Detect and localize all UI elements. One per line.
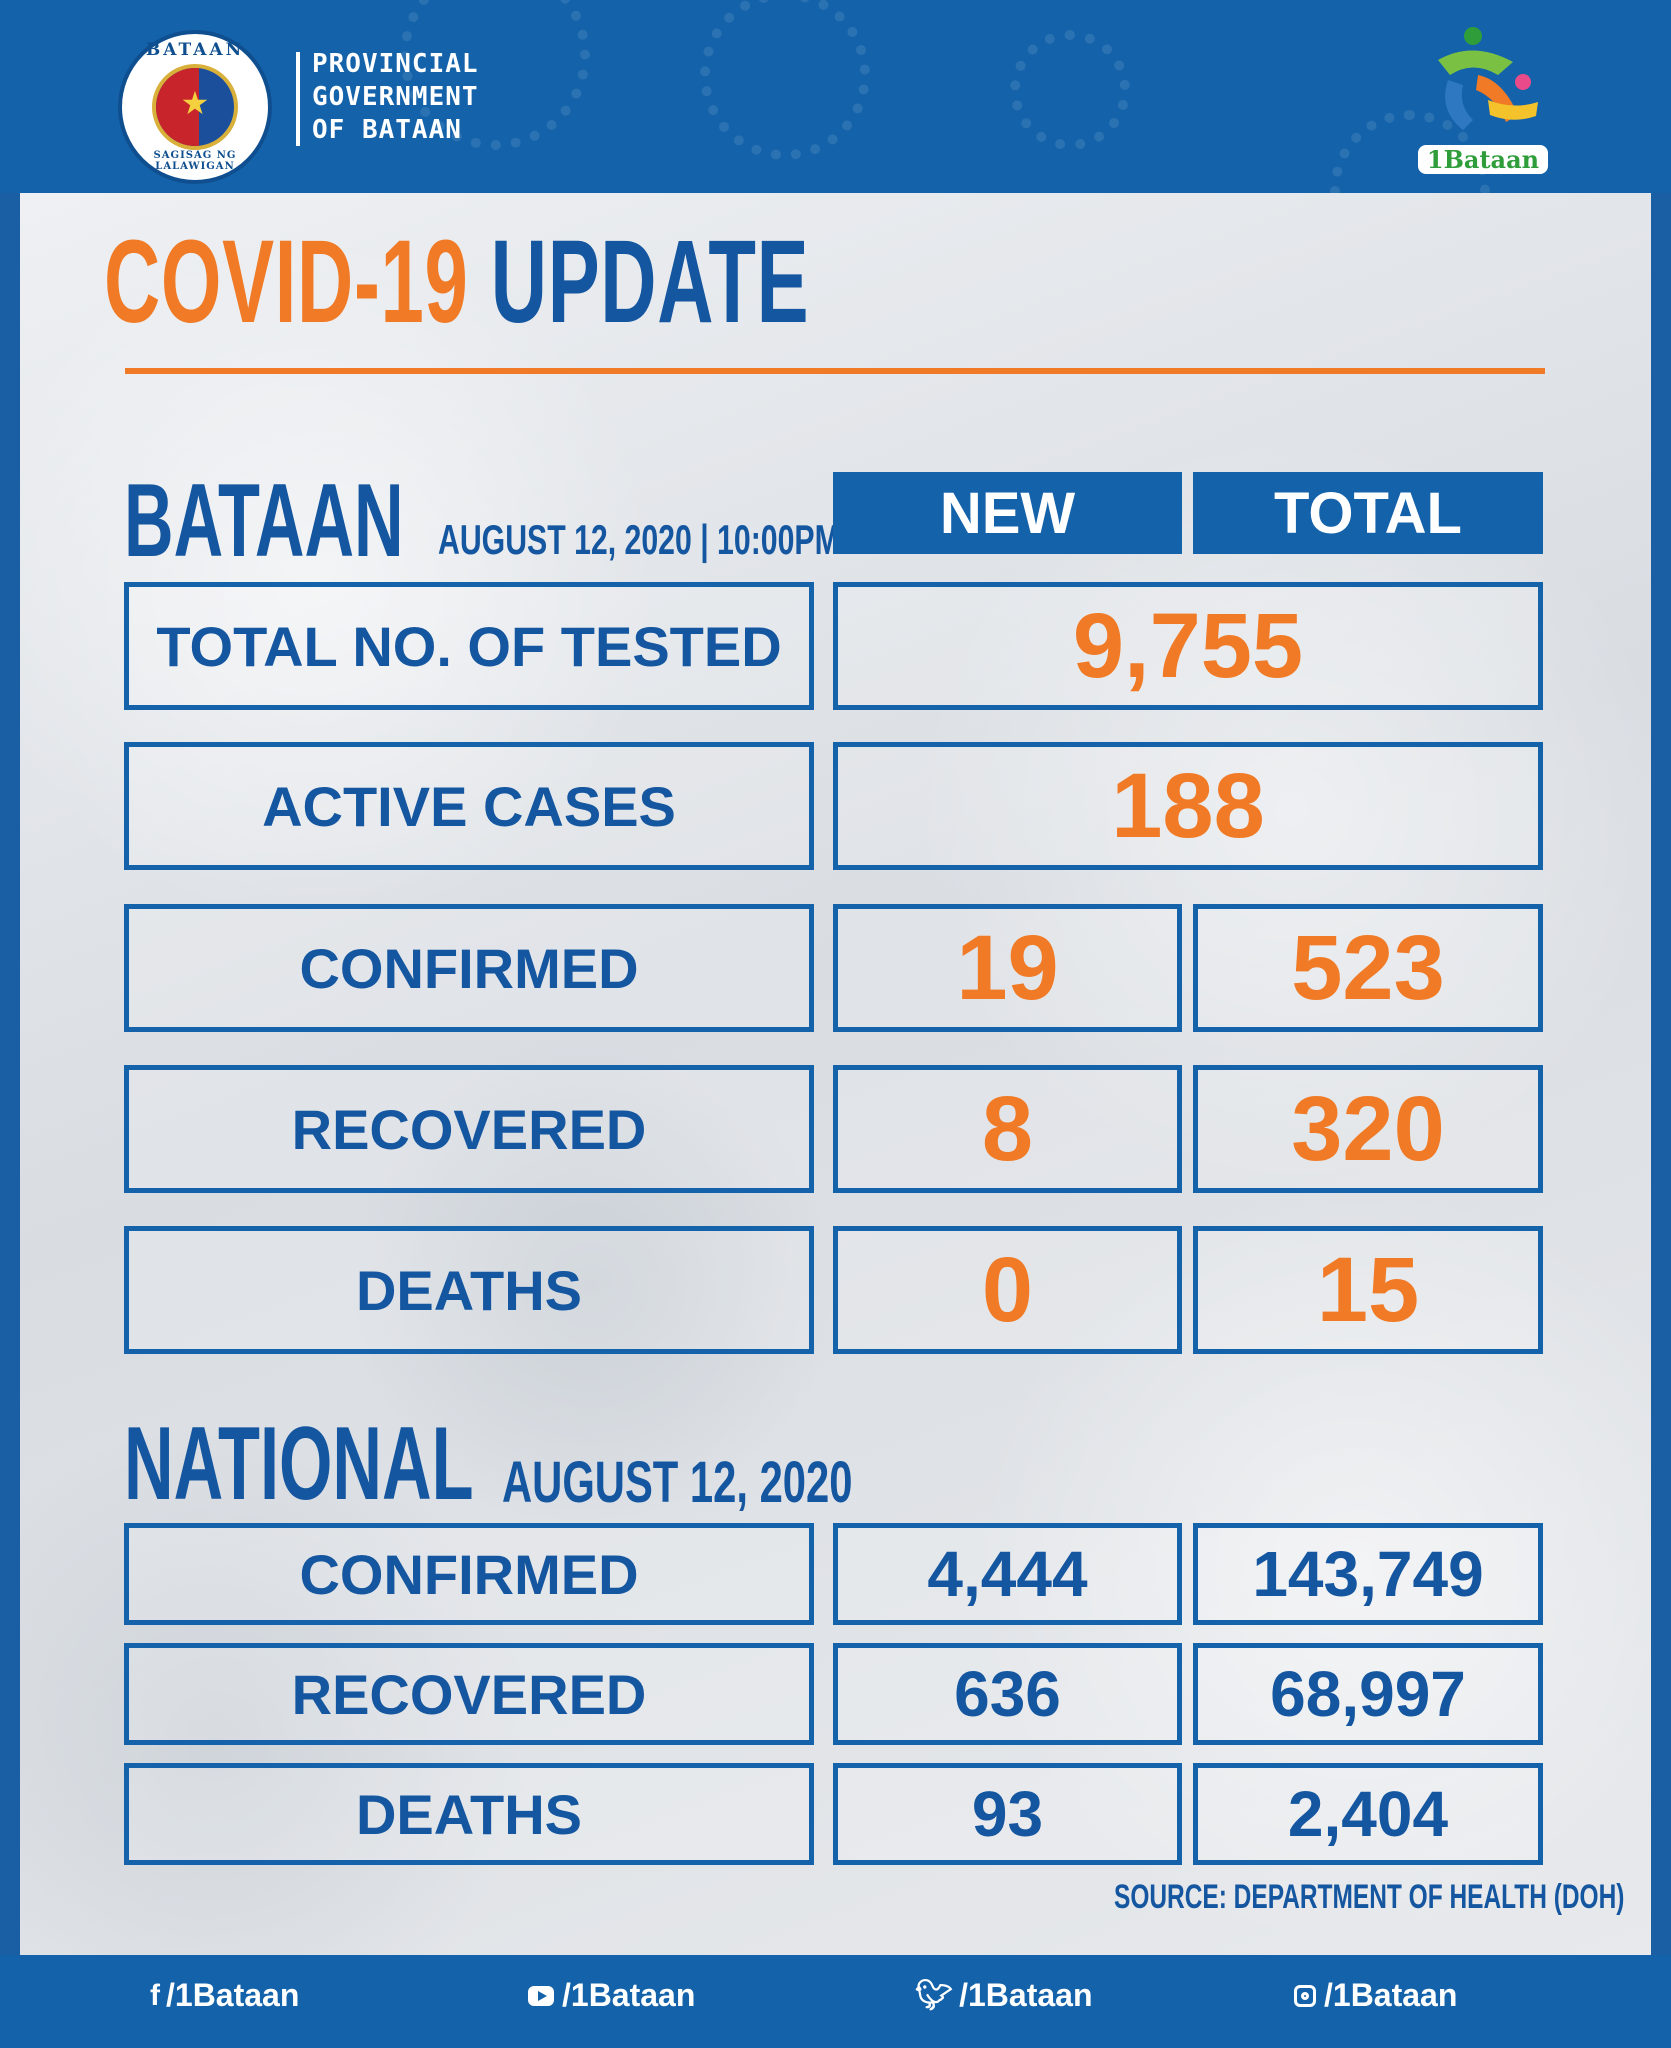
active-label: ACTIVE CASES <box>262 774 676 838</box>
twitter-icon: 🐦︎ <box>915 1979 954 2012</box>
virus-decoration-icon <box>700 0 870 160</box>
gov-line-2: GOVERNMENT <box>312 82 479 112</box>
bataan-confirmed-label: CONFIRMED <box>299 936 639 1000</box>
national-recovered-new-box: 636 <box>833 1643 1182 1745</box>
twitter-handle: /1Bataan <box>959 1977 1093 2013</box>
title-update: UPDATE <box>490 216 810 348</box>
facebook-link[interactable]: f /1Bataan <box>150 1977 299 2014</box>
virus-decoration-icon <box>1010 30 1130 150</box>
facebook-handle: /1Bataan <box>166 1977 300 2013</box>
instagram-link[interactable]: /1Bataan <box>1294 1977 1457 2014</box>
brand-figures-icon <box>1438 27 1538 130</box>
header-banner: BATAAN ★ SAGISAG NG LALAWIGAN PROVINCIAL… <box>0 0 1671 193</box>
gov-line-3: OF BATAAN <box>312 115 462 145</box>
bataan-confirmed-new-box: 19 <box>833 904 1182 1032</box>
national-recovered-new: 636 <box>954 1658 1061 1730</box>
national-recovered-total-box: 68,997 <box>1193 1643 1543 1745</box>
tested-value: 9,755 <box>1072 594 1304 697</box>
facebook-icon: f <box>150 1978 160 2012</box>
national-deaths-new-box: 93 <box>833 1763 1182 1865</box>
seal-emblem: ★ <box>152 64 238 150</box>
provincial-government-label: PROVINCIAL GOVERNMENT OF BATAAN <box>312 48 479 147</box>
national-heading: NATIONAL <box>124 1406 474 1522</box>
tested-value-box: 9,755 <box>833 582 1543 710</box>
bataan-deaths-new-box: 0 <box>833 1226 1182 1354</box>
active-label-box: ACTIVE CASES <box>124 742 814 870</box>
column-header-new-label: NEW <box>939 480 1076 546</box>
bataan-deaths-label: DEATHS <box>355 1258 583 1322</box>
active-value-box: 188 <box>833 742 1543 870</box>
national-date: AUGUST 12, 2020 <box>502 1450 853 1515</box>
national-deaths-total-box: 2,404 <box>1193 1763 1543 1865</box>
tested-label-box: TOTAL NO. OF TESTED <box>124 582 814 710</box>
bataan-confirmed-total: 523 <box>1291 916 1445 1019</box>
active-value: 188 <box>1111 754 1265 857</box>
virus-decoration-icon <box>400 0 590 150</box>
star-icon: ★ <box>180 85 210 121</box>
bataan-deaths-total: 15 <box>1316 1238 1420 1341</box>
footer-bar: f /1Bataan /1Bataan 🐦︎ /1Bataan /1Bataan <box>0 1955 1671 2048</box>
column-header-new: NEW <box>833 472 1182 554</box>
bataan-confirmed-total-box: 523 <box>1193 904 1543 1032</box>
bataan-deaths-total-box: 15 <box>1193 1226 1543 1354</box>
youtube-handle: /1Bataan <box>562 1977 696 2013</box>
bataan-confirmed-label-box: CONFIRMED <box>124 904 814 1032</box>
instagram-icon <box>1294 1984 1316 2007</box>
youtube-link[interactable]: /1Bataan <box>528 1977 695 2014</box>
bataan-confirmed-new: 19 <box>956 916 1059 1019</box>
bataan-deaths-new: 0 <box>981 1238 1034 1341</box>
bataan-recovered-new-box: 8 <box>833 1065 1182 1193</box>
instagram-handle: /1Bataan <box>1324 1977 1458 2013</box>
source-note: SOURCE: DEPARTMENT OF HEALTH (DOH) <box>1114 1878 1625 1916</box>
header-divider <box>296 52 300 146</box>
bataan-date: AUGUST 12, 2020 | 10:00PM <box>438 516 840 563</box>
youtube-icon <box>528 1985 554 2006</box>
1bataan-logo: 1Bataan <box>1418 20 1548 180</box>
tested-label: TOTAL NO. OF TESTED <box>156 614 782 678</box>
column-header-total: TOTAL <box>1193 472 1543 554</box>
twitter-link[interactable]: 🐦︎ /1Bataan <box>915 1977 1092 2014</box>
national-confirmed-new: 4,444 <box>927 1538 1088 1610</box>
bataan-heading: BATAAN <box>124 463 404 579</box>
bataan-recovered-total: 320 <box>1291 1077 1445 1180</box>
national-confirmed-label: CONFIRMED <box>299 1542 639 1606</box>
gov-line-1: PROVINCIAL <box>312 49 479 79</box>
national-recovered-total: 68,997 <box>1270 1658 1466 1730</box>
national-deaths-label-box: DEATHS <box>124 1763 814 1865</box>
bataan-recovered-label-box: RECOVERED <box>124 1065 814 1193</box>
national-deaths-new: 93 <box>971 1778 1044 1850</box>
bataan-deaths-label-box: DEATHS <box>124 1226 814 1354</box>
national-confirmed-label-box: CONFIRMED <box>124 1523 814 1625</box>
national-recovered-label: RECOVERED <box>291 1662 647 1726</box>
column-header-total-label: TOTAL <box>1274 480 1462 546</box>
page-title: COVID-19 UPDATE <box>104 222 809 342</box>
seal-ring-top-text: BATAAN <box>145 40 245 60</box>
national-deaths-label: DEATHS <box>355 1782 583 1846</box>
title-underline <box>125 368 1545 374</box>
bataan-recovered-new: 8 <box>981 1077 1034 1180</box>
national-confirmed-new-box: 4,444 <box>833 1523 1182 1625</box>
provincial-seal-logo: BATAAN ★ SAGISAG NG LALAWIGAN <box>118 30 272 184</box>
brand-logo-text: 1Bataan <box>1418 145 1548 174</box>
seal-ring-bottom-text: SAGISAG NG LALAWIGAN <box>153 150 237 172</box>
bataan-recovered-total-box: 320 <box>1193 1065 1543 1193</box>
bataan-recovered-label: RECOVERED <box>291 1097 647 1161</box>
national-confirmed-total: 143,749 <box>1252 1538 1484 1610</box>
national-deaths-total: 2,404 <box>1287 1778 1449 1850</box>
national-confirmed-total-box: 143,749 <box>1193 1523 1543 1625</box>
title-covid: COVID-19 <box>104 216 469 348</box>
national-recovered-label-box: RECOVERED <box>124 1643 814 1745</box>
